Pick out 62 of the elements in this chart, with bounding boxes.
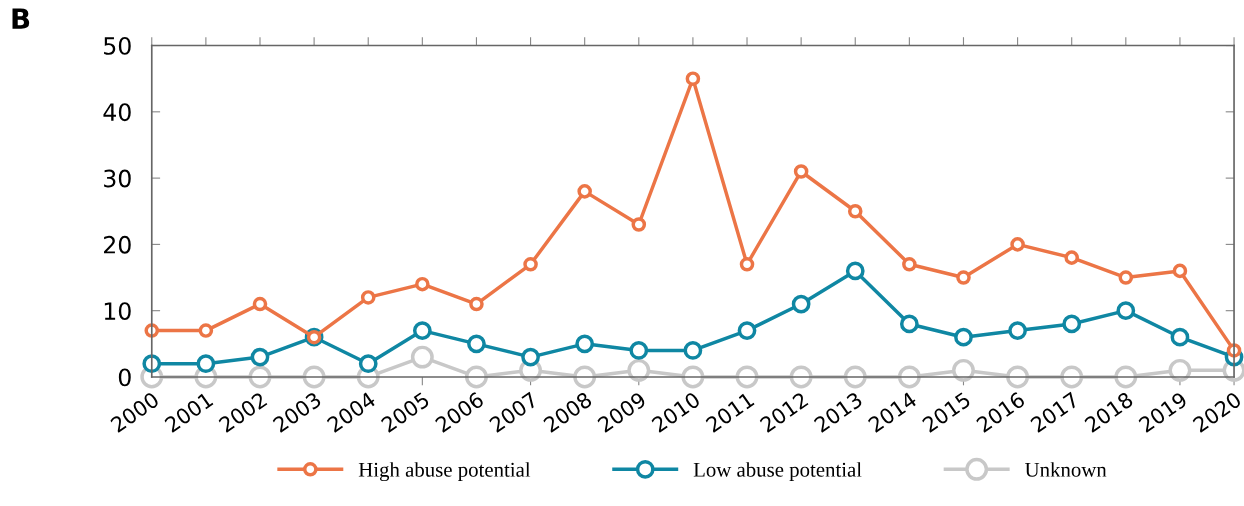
y-tick-label: 40 [103,103,131,122]
point [523,256,538,272]
point [521,347,540,367]
point [791,294,811,314]
point [1010,237,1025,252]
text: B [12,8,30,29]
point [685,71,701,86]
point [1118,270,1134,285]
point [954,327,973,347]
point [897,365,921,389]
point [250,347,270,367]
point [412,321,432,340]
point [681,365,705,389]
y-tick-label: 0 [118,368,131,387]
point [789,365,813,389]
y-tick-label: 10 [104,302,131,320]
point [1114,365,1138,389]
point [358,354,378,374]
point [1062,314,1082,334]
point [198,323,214,338]
point [1006,365,1030,389]
point [1008,321,1027,340]
point [573,365,597,389]
point [735,365,759,389]
point [360,290,376,305]
point [410,345,434,369]
point [1170,327,1190,347]
point [1060,365,1084,389]
point [575,334,595,354]
point [843,365,867,389]
y-tick-label: 20 [104,235,131,254]
y-tick-label: 50 [104,36,131,55]
point [952,358,975,382]
point [737,321,757,340]
point [467,334,486,354]
y-tick-label: 30 [104,169,131,188]
point [248,365,272,389]
point [629,341,649,360]
point [845,261,865,281]
point [683,341,703,360]
point [415,276,430,292]
point [1116,301,1136,321]
point [739,256,755,272]
point [252,296,268,312]
point [902,256,917,272]
point [1172,263,1188,279]
point [577,184,592,199]
legend-label: Unknown [1025,462,1107,477]
point [196,354,216,374]
legend-label: Low abuse potential [693,462,862,482]
point [469,296,484,312]
point [793,164,809,179]
point [627,358,651,382]
legend-label: High abuse potential [358,462,531,482]
point [899,314,919,334]
point [464,365,488,389]
point [847,203,863,219]
point [631,217,647,232]
point [956,270,971,285]
point [302,365,326,389]
point [1168,358,1192,382]
point [1064,250,1079,265]
